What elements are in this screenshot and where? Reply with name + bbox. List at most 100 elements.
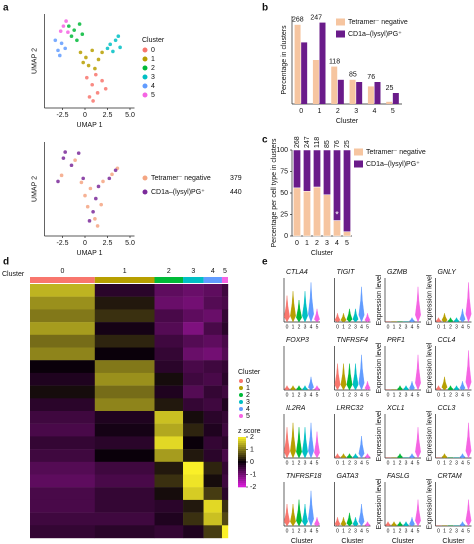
bar-segment bbox=[293, 187, 301, 237]
bar bbox=[349, 79, 356, 104]
heatmap-cell bbox=[183, 309, 204, 323]
violin bbox=[402, 521, 410, 527]
heatmap-cell bbox=[203, 474, 223, 488]
violin bbox=[289, 385, 297, 391]
x-tick-label: 4 bbox=[335, 240, 339, 247]
violin bbox=[402, 385, 410, 391]
legend-label: 0 bbox=[151, 47, 155, 54]
bar bbox=[356, 82, 363, 104]
legend-label: Tetramer⁻ negative bbox=[151, 175, 211, 182]
heatmap-cell bbox=[203, 347, 223, 361]
colorbar-label: -1 bbox=[250, 471, 256, 478]
point bbox=[101, 179, 105, 184]
y-axis-label: Expression level bbox=[376, 342, 383, 393]
colorbar-step bbox=[238, 463, 246, 466]
point bbox=[85, 204, 90, 209]
y-axis-label: Percentage per cell type in clusters bbox=[271, 138, 278, 247]
y-axis-label: Expression level bbox=[426, 478, 433, 529]
point bbox=[96, 57, 101, 62]
x-tick-label: 3 bbox=[455, 392, 458, 398]
gene-name: GZMB bbox=[387, 269, 408, 276]
colorbar-label: 2 bbox=[250, 434, 254, 441]
gene-name: LRRC32 bbox=[337, 405, 364, 412]
cluster-bar bbox=[154, 277, 184, 283]
heatmap-cell bbox=[221, 525, 229, 539]
heatmap-cell bbox=[203, 436, 223, 450]
colorbar-step bbox=[238, 471, 246, 474]
x-tick-label: 3 bbox=[304, 528, 307, 534]
point bbox=[94, 72, 98, 77]
x-tick-label: -2.5 bbox=[56, 240, 68, 247]
violin bbox=[301, 385, 309, 391]
legend-swatch bbox=[239, 386, 243, 390]
heatmap-cell bbox=[203, 398, 223, 412]
point bbox=[113, 168, 118, 173]
heatmap-cell bbox=[94, 398, 155, 412]
colorbar-step bbox=[238, 481, 246, 484]
colorbar-step bbox=[238, 439, 246, 442]
heatmap-cell bbox=[30, 499, 95, 513]
x-tick-label: 4 bbox=[461, 460, 464, 466]
point bbox=[69, 34, 74, 39]
x-tick-label: 1 bbox=[443, 460, 446, 466]
colorbar-step bbox=[238, 459, 246, 462]
violin bbox=[352, 308, 359, 323]
violin bbox=[415, 354, 421, 391]
heatmap-cell bbox=[183, 284, 204, 297]
colorbar-step bbox=[238, 457, 246, 460]
violin bbox=[447, 385, 454, 391]
violin bbox=[459, 453, 466, 459]
y-axis-label: UMAP 2 bbox=[31, 48, 38, 74]
total-label: 268 bbox=[294, 136, 301, 148]
heatmap-cell bbox=[221, 360, 229, 374]
bar bbox=[301, 42, 308, 104]
legend-swatch bbox=[336, 30, 345, 38]
x-axis-label: Cluster bbox=[336, 118, 359, 125]
heatmap-cell bbox=[203, 461, 223, 475]
x-tick-label: 0 bbox=[83, 112, 87, 119]
violin bbox=[308, 282, 314, 323]
x-tick-label: 1 bbox=[443, 392, 446, 398]
x-axis-label: Cluster bbox=[291, 538, 314, 544]
x-axis-label: Cluster bbox=[442, 538, 465, 544]
point bbox=[94, 196, 98, 201]
heatmap-cell bbox=[203, 284, 223, 297]
point bbox=[96, 184, 101, 189]
x-tick-label: 5 bbox=[417, 324, 420, 330]
cluster-bar bbox=[94, 277, 155, 283]
total-label: 268 bbox=[292, 17, 304, 24]
x-tick-label: 0 bbox=[437, 528, 440, 534]
x-tick-label: 0 bbox=[286, 392, 289, 398]
total-label: 118 bbox=[314, 137, 321, 148]
heatmap-cell bbox=[154, 296, 184, 310]
x-tick-label: 4 bbox=[461, 528, 464, 534]
heatmap-cell bbox=[221, 372, 229, 386]
x-tick-label: 5 bbox=[316, 392, 319, 398]
x-tick-label: 4 bbox=[310, 528, 313, 534]
x-tick-label: 0 bbox=[286, 460, 289, 466]
x-tick-label: 3 bbox=[455, 324, 458, 330]
heatmap-cell bbox=[183, 461, 204, 475]
violin bbox=[290, 422, 296, 459]
point bbox=[86, 63, 91, 68]
violin bbox=[396, 453, 404, 459]
y-axis-label: Expression level bbox=[376, 274, 383, 325]
violin bbox=[364, 453, 371, 459]
colorbar-step bbox=[238, 475, 246, 478]
heatmap-cell bbox=[30, 449, 95, 462]
x-tick-label: 2 bbox=[449, 528, 452, 534]
violin bbox=[409, 516, 415, 527]
violin bbox=[390, 521, 398, 527]
heatmap-cell bbox=[221, 499, 229, 513]
x-tick-label: 1 bbox=[393, 392, 396, 398]
legend-swatch bbox=[142, 189, 148, 195]
cluster-label: 0 bbox=[60, 268, 64, 275]
heatmap-cell bbox=[203, 499, 223, 513]
violin bbox=[346, 512, 353, 527]
gene-name: GNLY bbox=[438, 269, 458, 276]
legend-swatch bbox=[239, 393, 243, 397]
x-tick-label: 4 bbox=[360, 324, 363, 330]
x-tick-label: 5 bbox=[417, 392, 420, 398]
point bbox=[93, 217, 97, 221]
